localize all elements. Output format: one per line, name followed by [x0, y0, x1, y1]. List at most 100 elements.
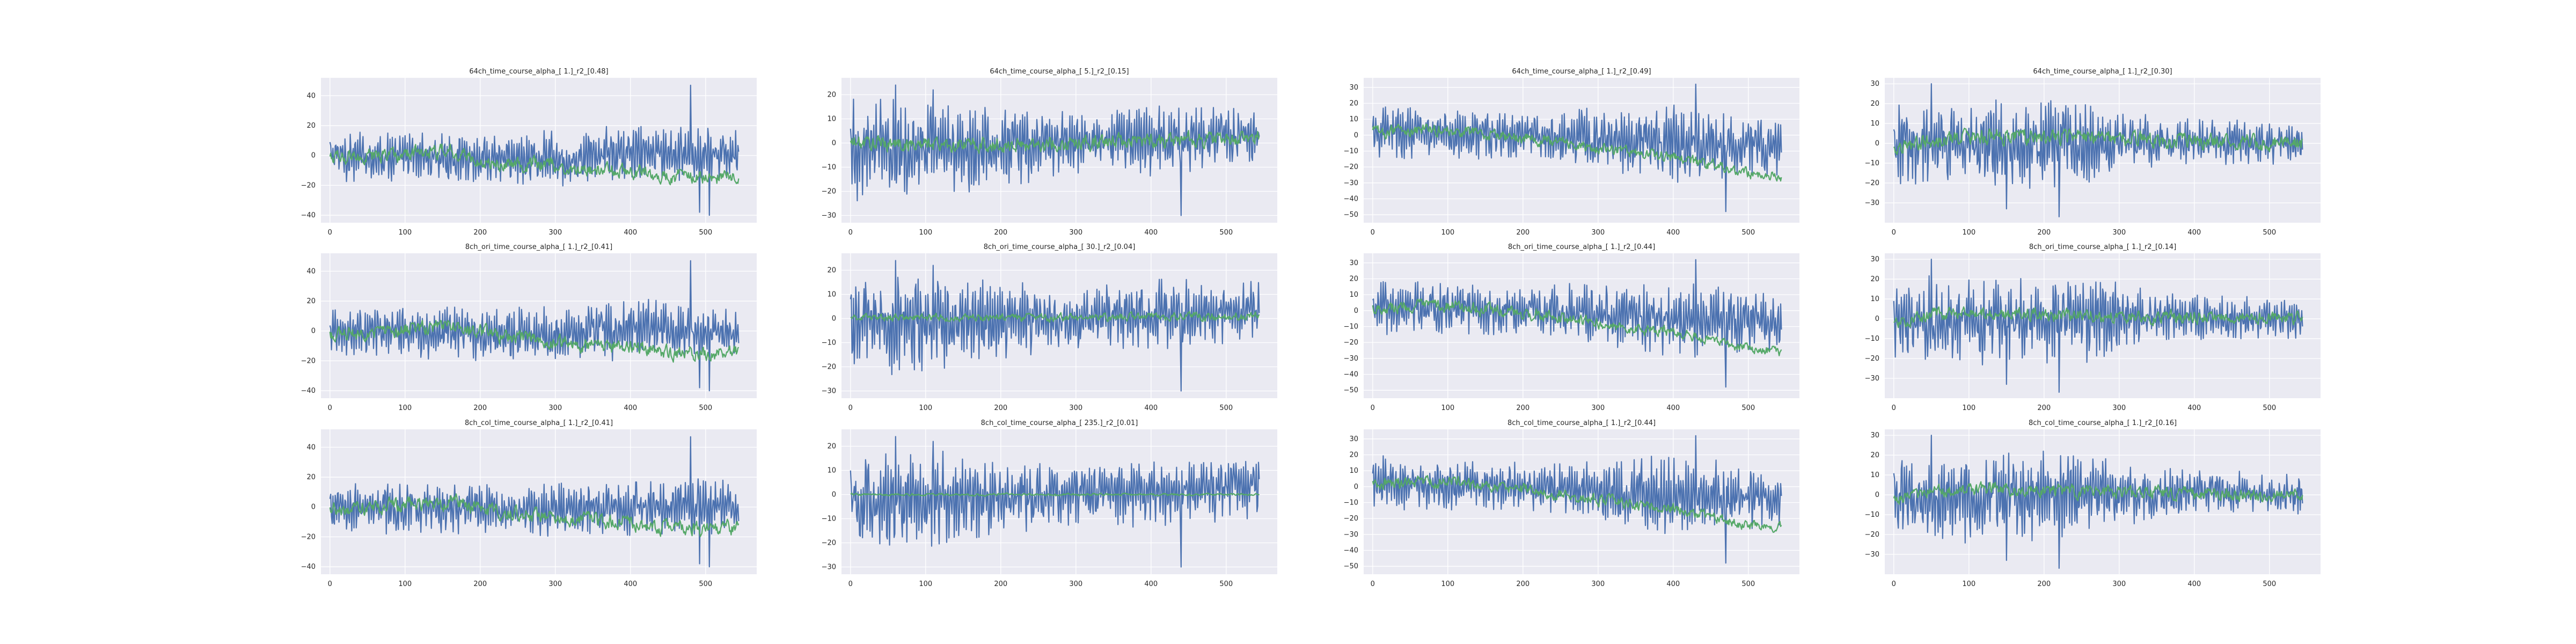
subplot-4: 64ch_time_course_alpha_[ 1.]_r2_[0.30] 0 1… [1865, 68, 2321, 237]
y-tick-label: 0 [1875, 491, 1879, 499]
x-tick-label: 500 [1219, 580, 1233, 588]
y-tick-label: −40 [1344, 195, 1358, 203]
y-tick-label: −40 [301, 387, 316, 395]
x-tick-label: 0 [328, 580, 332, 588]
x-tick-label: 0 [1892, 404, 1896, 412]
x-tick-label: 200 [2037, 229, 2051, 237]
series-line-blue [1372, 259, 1782, 388]
x-tick-label: 100 [1962, 580, 1975, 588]
x-tick-label: 300 [1069, 229, 1082, 237]
subplot-title: 8ch_col_time_course_alpha_[ 1.]_r2_[0.44… [1507, 419, 1656, 427]
x-tick-label: 0 [1371, 404, 1375, 412]
x-tick-label: 100 [1441, 229, 1454, 237]
y-tick-label: 20 [306, 297, 316, 305]
x-tick-label: 400 [1666, 404, 1680, 412]
x-tick-label: 100 [919, 229, 932, 237]
y-tick-label: −20 [1344, 339, 1358, 347]
y-tick-label: 0 [1354, 131, 1358, 140]
x-tick-label: 300 [2112, 229, 2126, 237]
y-tick-label: −20 [1865, 355, 1879, 363]
y-tick-label: −50 [1344, 211, 1358, 219]
series-line-green [1893, 481, 2303, 505]
x-tick-label: 300 [1069, 580, 1082, 588]
subplot-8: 8ch_ori_time_course_alpha_[ 1.]_r2_[0.14… [1865, 243, 2321, 412]
x-tick-label: 100 [398, 404, 412, 412]
x-tick-label: 400 [1666, 580, 1680, 588]
y-tick-label: 10 [827, 115, 836, 123]
y-tick-label: 40 [306, 443, 316, 451]
y-tick-label: −30 [1865, 199, 1879, 207]
series-line-green [850, 492, 1260, 497]
x-tick-label: 400 [1144, 229, 1158, 237]
y-tick-label: 0 [1875, 315, 1879, 323]
x-tick-label: 200 [473, 580, 487, 588]
subplot-title: 8ch_ori_time_course_alpha_[ 1.]_r2_[0.44… [1508, 243, 1655, 251]
series-line-green [1372, 298, 1782, 356]
x-tick-label: 200 [473, 229, 487, 237]
y-tick-label: 40 [306, 92, 316, 100]
y-tick-label: 20 [306, 473, 316, 481]
y-tick-label: 0 [832, 140, 836, 148]
subplot-3: 64ch_time_course_alpha_[ 1.]_r2_[0.49] 0 1… [1344, 68, 1799, 237]
x-tick-label: 500 [2263, 580, 2276, 588]
y-tick-label: −10 [1865, 159, 1879, 167]
y-tick-label: −30 [1344, 531, 1358, 539]
x-tick-label: 100 [1441, 580, 1454, 588]
y-tick-label: −30 [1344, 179, 1358, 187]
x-tick-label: 100 [398, 229, 412, 237]
y-tick-label: 0 [311, 503, 316, 511]
x-tick-label: 100 [1441, 404, 1454, 412]
x-tick-label: 300 [1591, 404, 1605, 412]
y-tick-label: −40 [1344, 370, 1358, 378]
x-tick-label: 400 [624, 229, 637, 237]
x-tick-label: 0 [848, 580, 853, 588]
y-tick-label: 20 [1349, 99, 1358, 107]
series-line-blue [850, 260, 1260, 392]
x-tick-label: 200 [994, 580, 1007, 588]
x-tick-label: 0 [1371, 580, 1375, 588]
x-tick-label: 200 [473, 404, 487, 412]
subplot-2: 64ch_time_course_alpha_[ 5.]_r2_[0.15] 0 1… [822, 68, 1277, 237]
y-tick-label: 30 [1349, 259, 1358, 267]
y-tick-label: 20 [1870, 451, 1879, 459]
x-tick-label: 0 [848, 229, 853, 237]
series-line-blue [329, 436, 740, 568]
x-tick-label: 200 [1516, 404, 1529, 412]
y-tick-label: 20 [827, 91, 836, 99]
y-tick-label: −10 [822, 515, 836, 523]
subplot-9: 8ch_col_time_course_alpha_[ 1.]_r2_[0.41… [301, 419, 757, 588]
x-tick-label: 0 [328, 404, 332, 412]
subplot-title: 8ch_ori_time_course_alpha_[ 1.]_r2_[0.41… [465, 243, 612, 251]
x-tick-label: 100 [1962, 404, 1975, 412]
series-line-green [1893, 306, 2303, 328]
y-tick-label: 0 [1875, 140, 1879, 148]
subplot-title: 64ch_time_course_alpha_[ 5.]_r2_[0.15] [990, 68, 1129, 76]
y-tick-label: −30 [1865, 551, 1879, 559]
y-tick-label: −50 [1344, 386, 1358, 394]
y-tick-label: 0 [311, 152, 316, 160]
x-tick-label: 200 [1516, 580, 1529, 588]
x-tick-label: 200 [994, 229, 1007, 237]
y-tick-label: 10 [1870, 471, 1879, 479]
y-tick-label: 30 [1870, 255, 1879, 264]
x-tick-label: 300 [1069, 404, 1082, 412]
x-tick-label: 400 [1144, 580, 1158, 588]
y-tick-label: −20 [301, 181, 316, 189]
x-tick-label: 0 [848, 404, 853, 412]
y-tick-label: 10 [1870, 295, 1879, 303]
x-tick-label: 300 [1591, 229, 1605, 237]
x-tick-label: 500 [2263, 404, 2276, 412]
subplot-title: 64ch_time_course_alpha_[ 1.]_r2_[0.49] [1512, 68, 1651, 76]
x-tick-label: 400 [2187, 580, 2201, 588]
series-line-blue [850, 436, 1260, 568]
y-tick-label: −10 [1344, 147, 1358, 155]
subplot-title: 8ch_col_time_course_alpha_[ 1.]_r2_[0.16… [2029, 419, 2177, 427]
x-tick-label: 500 [1219, 229, 1233, 237]
x-tick-label: 400 [1144, 404, 1158, 412]
series-line-blue [1893, 259, 2303, 393]
y-tick-label: −30 [1865, 375, 1879, 383]
y-tick-label: −10 [1865, 335, 1879, 343]
series-line-green [1372, 475, 1782, 533]
series-line-green [1372, 123, 1782, 182]
y-tick-label: −40 [1344, 546, 1358, 554]
